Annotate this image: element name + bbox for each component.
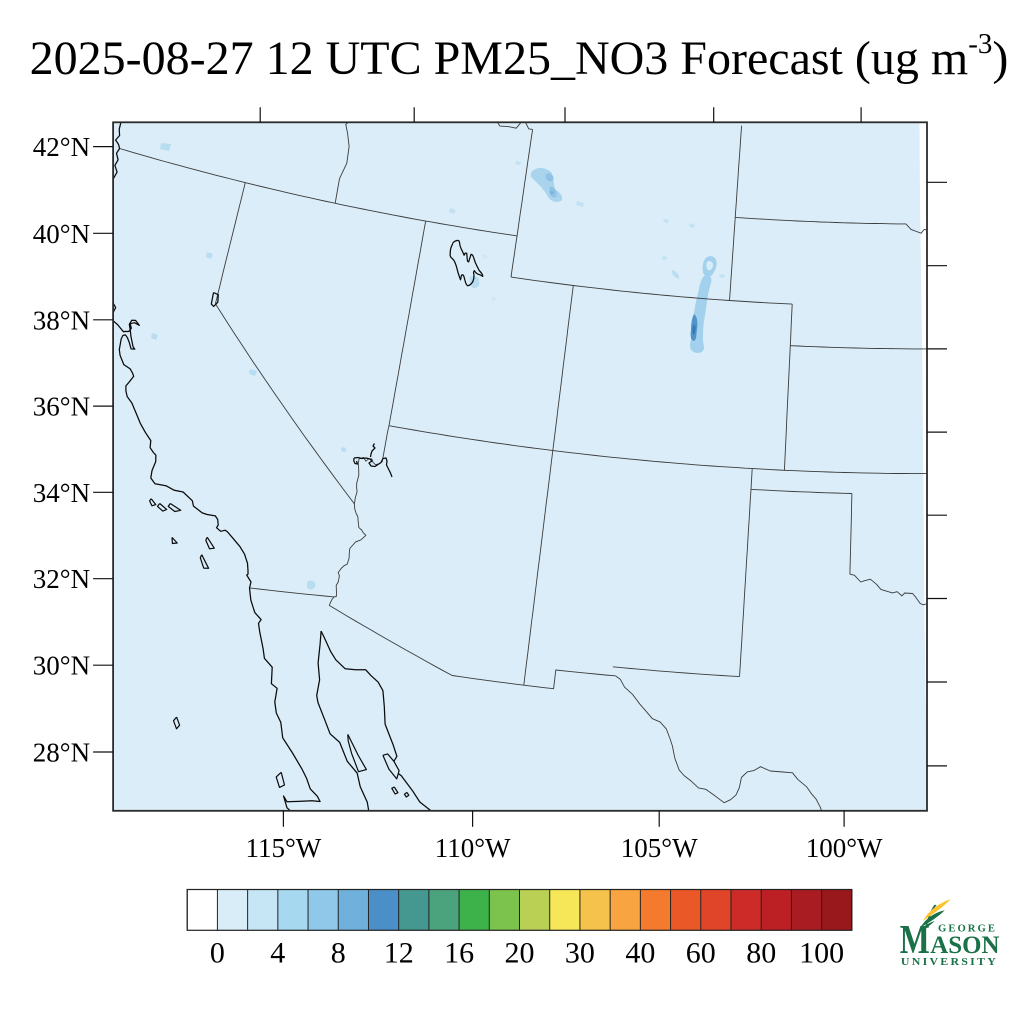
svg-text:30: 30: [565, 937, 595, 970]
svg-text:GEORGE: GEORGE: [938, 924, 997, 935]
svg-text:ASON: ASON: [930, 932, 999, 959]
svg-text:0: 0: [210, 937, 225, 970]
svg-text:12: 12: [384, 937, 414, 970]
svg-text:40: 40: [625, 937, 655, 970]
svg-text:20: 20: [505, 937, 535, 970]
svg-text:38°N: 38°N: [33, 305, 90, 335]
svg-text:100°W: 100°W: [806, 833, 883, 863]
svg-text:30°N: 30°N: [33, 651, 90, 681]
svg-text:80: 80: [746, 937, 776, 970]
svg-text:34°N: 34°N: [33, 478, 90, 508]
svg-text:110°W: 110°W: [435, 833, 511, 863]
svg-text:42°N: 42°N: [33, 132, 90, 162]
svg-text:2025-08-27 12 UTC PM25_NO3 For: 2025-08-27 12 UTC PM25_NO3 Forecast (ug …: [30, 28, 1009, 85]
svg-text:M: M: [900, 916, 930, 962]
svg-text:16: 16: [444, 937, 474, 970]
svg-text:28°N: 28°N: [33, 738, 90, 768]
svg-text:100: 100: [799, 937, 844, 970]
svg-text:60: 60: [686, 937, 716, 970]
svg-text:40°N: 40°N: [33, 219, 90, 249]
svg-text:32°N: 32°N: [33, 564, 90, 594]
svg-text:UNIVERSITY: UNIVERSITY: [901, 957, 998, 968]
svg-text:4: 4: [270, 937, 285, 970]
svg-text:115°W: 115°W: [246, 833, 322, 863]
svg-text:8: 8: [331, 937, 346, 970]
svg-text:105°W: 105°W: [621, 833, 698, 863]
svg-text:36°N: 36°N: [33, 392, 90, 422]
